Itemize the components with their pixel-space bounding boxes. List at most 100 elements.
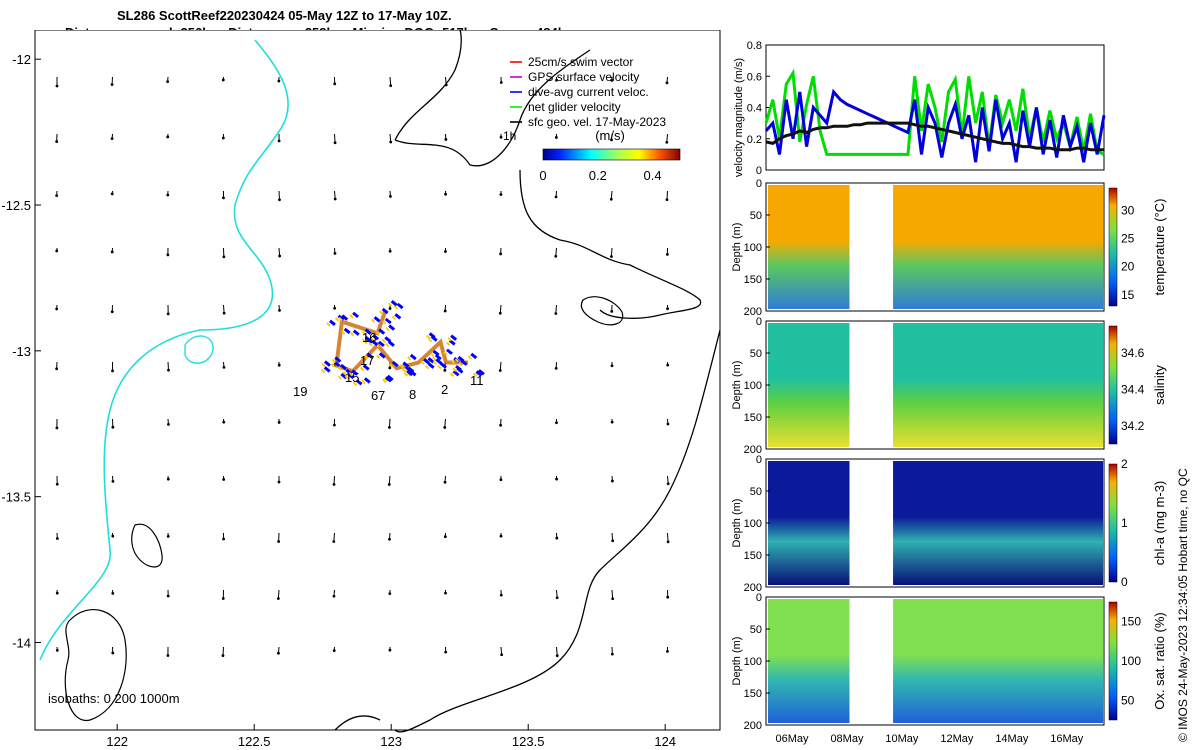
velocity-arrow xyxy=(555,304,557,314)
dive-avg-current-arrow xyxy=(386,374,394,382)
velocity-arrow-head xyxy=(611,539,615,543)
swim-vector-arrow xyxy=(381,338,387,344)
depth-tick-label: 150 xyxy=(744,274,762,286)
velocity-arrow-head xyxy=(221,136,225,140)
dive-avg-current-arrow xyxy=(440,362,447,369)
dive-avg-current-arrow xyxy=(387,340,395,347)
swim-vector-arrow xyxy=(370,318,376,324)
velocity-ytick-label: 0 xyxy=(756,165,762,177)
depth-tick-label: 50 xyxy=(750,210,762,222)
velocity-arrow-head xyxy=(222,478,226,481)
velocity-arrow-head xyxy=(389,140,393,144)
lat-tick-label: -12 xyxy=(12,52,31,67)
colorbar xyxy=(542,148,681,161)
velocity-arrow-head xyxy=(111,651,115,655)
dive-avg-current-arrow xyxy=(373,316,381,323)
coastline xyxy=(39,39,289,661)
velocity-arrow-head xyxy=(55,84,59,88)
section-data-chla xyxy=(768,461,850,585)
time-tick-label: 10May xyxy=(885,733,919,745)
dive-avg-current-arrow xyxy=(372,333,380,341)
swim-vector-arrow xyxy=(393,305,399,310)
section-data-oxygen xyxy=(768,599,850,723)
map-frame xyxy=(34,30,721,731)
velocity-arrow-head xyxy=(333,252,337,255)
velocity-arrow-head xyxy=(666,482,670,486)
velocity-arrow-head xyxy=(277,540,281,543)
depth-tick-label: 0 xyxy=(756,454,762,466)
swim-vector-arrow xyxy=(382,320,387,325)
section-colorbar-tick: 30 xyxy=(1121,203,1135,217)
dive-avg-current-arrow xyxy=(409,353,417,361)
dive-avg-current-arrow xyxy=(475,370,483,377)
velocity-arrow-head xyxy=(665,81,669,85)
velocity-arrow-head xyxy=(332,423,336,427)
velocity-arrow-head xyxy=(444,250,447,253)
dive-avg-current-arrow xyxy=(352,311,360,319)
velocity-arrow-head xyxy=(110,137,114,141)
dive-avg-current-arrow xyxy=(384,317,392,325)
velocity-arrow-head xyxy=(55,249,59,253)
velocity-arrow-head xyxy=(387,483,391,486)
velocity-arrow-head xyxy=(166,135,170,139)
swim-vector-arrow xyxy=(403,372,409,377)
dive-avg-current-arrow xyxy=(323,366,331,373)
depth-tick-label: 200 xyxy=(744,582,762,594)
swim-vector-arrow xyxy=(360,366,365,372)
swim-vector-arrow xyxy=(338,316,343,322)
velocity-arrow-head xyxy=(389,84,393,88)
lon-tick-label: 124 xyxy=(654,734,676,749)
velocity-arrow-head xyxy=(222,537,225,541)
velocity-arrow xyxy=(333,532,335,542)
lat-tick-label: -12.5 xyxy=(1,198,31,213)
velocity-arrow-head xyxy=(222,311,226,315)
depth-tick-label: 100 xyxy=(744,242,762,254)
velocity-arrow-head xyxy=(498,311,502,315)
velocity-arrow-head xyxy=(277,363,281,367)
velocity-arrow-head xyxy=(444,591,447,595)
dive-avg-current-arrow xyxy=(388,324,396,331)
velocity-arrow-head xyxy=(388,366,392,370)
dive-avg-current-arrow xyxy=(435,358,443,365)
dive-avg-current-arrow xyxy=(381,307,389,315)
dive-avg-current-arrow xyxy=(341,314,349,321)
velocity-arrow-head xyxy=(555,654,559,658)
swim-vector-arrow xyxy=(320,368,326,374)
section-colorbar xyxy=(1108,463,1118,583)
swim-vector-arrow xyxy=(443,351,448,356)
swim-vector-arrow xyxy=(406,372,412,377)
swim-vector-arrow xyxy=(321,362,326,368)
dive-avg-current-arrow xyxy=(457,355,465,363)
swim-vector-arrow xyxy=(349,314,354,319)
dive-avg-current-arrow xyxy=(423,358,431,365)
swim-vector-arrow xyxy=(378,310,384,315)
dive-avg-current-arrow xyxy=(371,339,379,347)
swim-vector-arrow xyxy=(389,363,394,368)
velocity-arrow-head xyxy=(666,363,670,367)
time-tick-label: 12May xyxy=(940,733,974,745)
section-colorbar-label: chl-a (mg m-3) xyxy=(1152,481,1167,566)
velocity-arrow-head xyxy=(499,81,503,84)
section-colorbar xyxy=(1108,187,1118,307)
dive-avg-current-arrow xyxy=(455,365,463,372)
velocity-series-line xyxy=(764,88,1106,163)
dive-avg-current-arrow xyxy=(347,372,355,380)
velocity-arrow-head xyxy=(166,253,170,257)
swim-vector-arrow xyxy=(452,367,457,372)
velocity-arrow xyxy=(389,76,392,86)
section-colorbar-tick: 34.2 xyxy=(1121,419,1145,433)
swim-vector-arrow xyxy=(350,331,355,337)
velocity-arrow-head xyxy=(555,536,559,540)
velocity-arrow-head xyxy=(610,652,614,656)
isobath-ring xyxy=(131,523,163,568)
velocity-arrow xyxy=(499,361,502,371)
depth-tick-label: 50 xyxy=(750,624,762,636)
swim-vector-arrow xyxy=(420,360,425,366)
time-tick-label: 14May xyxy=(995,733,1029,745)
section-colorbar-tick: 34.4 xyxy=(1121,383,1145,397)
velocity-arrow-head xyxy=(666,422,670,426)
isobaths-label: isobaths: 0 200 1000m xyxy=(48,691,180,706)
track-day-label: 15 xyxy=(345,370,359,385)
swim-vector-arrow xyxy=(437,364,442,370)
velocity-ytick-label: 0.4 xyxy=(747,103,762,115)
